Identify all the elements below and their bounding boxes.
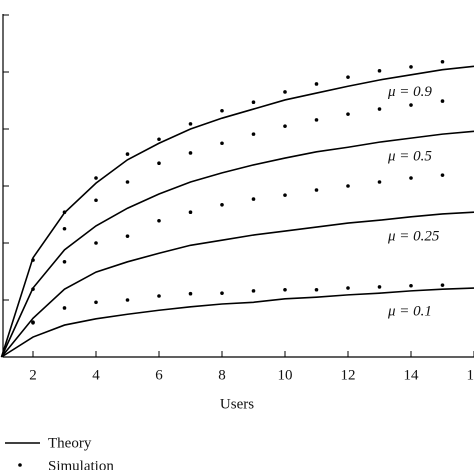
simulation-point	[377, 285, 382, 289]
simulation-point	[409, 103, 413, 107]
simulation-point	[314, 82, 319, 86]
simulation-point	[125, 152, 130, 156]
simulation-point	[94, 198, 98, 203]
simulation-point	[62, 306, 67, 310]
simulation-point	[94, 300, 98, 305]
simulation-point	[188, 291, 193, 296]
x-axis-label: Users	[220, 396, 254, 412]
x-tick-label: 4	[92, 367, 100, 383]
series-label: μ = 0.25	[387, 228, 440, 244]
simulation-point	[314, 287, 319, 292]
simulation-point	[157, 137, 161, 142]
legend-label: Simulation	[48, 458, 114, 470]
simulation-point	[188, 122, 193, 126]
simulation-point	[251, 100, 256, 105]
simulation-point	[220, 203, 224, 207]
theory-line	[0, 65, 474, 358]
simulation-point	[346, 75, 350, 79]
theory-line	[1, 287, 474, 358]
simulation-point	[409, 176, 413, 180]
simulation-point	[94, 241, 98, 245]
legend-dot	[18, 463, 22, 467]
simulation-point	[188, 151, 193, 155]
simulation-point	[409, 65, 413, 69]
simulation-point	[62, 226, 67, 231]
simulation-point	[62, 210, 67, 215]
simulation-point	[377, 180, 382, 184]
simulation-point	[283, 124, 287, 128]
simulation-point	[94, 176, 98, 180]
simulation-point	[157, 218, 161, 223]
series-label: μ = 0.5	[387, 149, 432, 165]
simulation-point	[409, 283, 413, 288]
simulation-point	[220, 141, 224, 146]
simulation-point	[188, 210, 193, 215]
x-tick-label: 2	[29, 367, 37, 383]
simulation-point	[125, 180, 130, 184]
x-tick-label: 10	[278, 367, 293, 383]
simulation-point	[251, 197, 256, 201]
theory-line	[0, 130, 474, 358]
simulation-point	[31, 321, 35, 325]
legend-label: Theory	[48, 435, 92, 451]
x-tick-label: 6	[155, 367, 163, 383]
simulation-point	[62, 260, 67, 264]
simulation-point	[314, 118, 319, 122]
simulation-point	[125, 234, 130, 238]
simulation-point	[251, 289, 256, 293]
x-tick-label: 14	[404, 367, 420, 383]
simulation-point	[283, 90, 287, 94]
x-tick-label: 8	[218, 367, 226, 383]
simulation-point	[220, 108, 224, 113]
simulation-point	[440, 283, 445, 287]
theory-line	[0, 211, 474, 358]
simulation-point	[157, 161, 161, 165]
simulation-point	[440, 59, 445, 64]
simulation-point	[157, 294, 161, 298]
simulation-point	[314, 188, 319, 192]
simulation-point	[251, 132, 256, 136]
simulation-point	[283, 193, 287, 197]
simulation-point	[346, 112, 350, 116]
series-label: μ = 0.1	[387, 304, 432, 320]
simulation-point	[440, 173, 445, 177]
simulation-point	[220, 291, 224, 295]
simulation-point	[31, 287, 35, 291]
simulation-point	[283, 287, 287, 292]
x-tick-label: 12	[341, 367, 356, 383]
series-label: μ = 0.9	[387, 84, 432, 100]
simulation-point	[31, 258, 35, 262]
simulation-point	[125, 298, 130, 302]
simulation-point	[440, 99, 445, 103]
simulation-point	[346, 184, 350, 188]
simulation-point	[377, 107, 382, 111]
simulation-point	[377, 69, 382, 73]
x-tick-label: 16	[467, 367, 474, 383]
simulation-point	[346, 286, 350, 290]
